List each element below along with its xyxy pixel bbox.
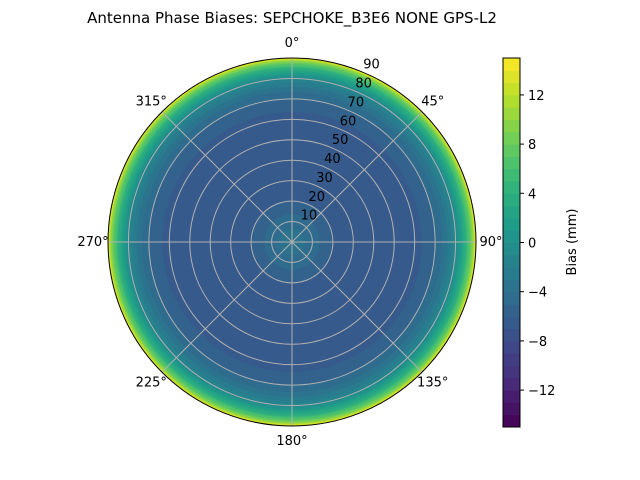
- radial-tick-label: 90: [363, 58, 380, 73]
- colorbar-level: [503, 267, 520, 280]
- radial-tick-label: 40: [324, 152, 341, 167]
- colorbar-level: [503, 94, 520, 108]
- colorbar-level: [503, 156, 520, 170]
- theta-tick-label: 135°: [417, 376, 448, 391]
- colorbar-level: [503, 181, 520, 194]
- colorbar-level: [503, 291, 520, 305]
- chart-title: Antenna Phase Biases: SEPCHOKE_B3E6 NONE…: [87, 9, 497, 28]
- polar-grid: [107, 57, 477, 427]
- colorbar-level: [503, 365, 520, 379]
- colorbar-tick-label: −4: [528, 286, 547, 301]
- theta-tick-label: 90°: [479, 235, 502, 250]
- colorbar-level: [503, 58, 520, 71]
- colorbar-tick-label: 12: [528, 89, 545, 104]
- colorbar-tick-label: −12: [528, 384, 555, 399]
- colorbar-level: [503, 328, 520, 342]
- colorbar-level: [503, 168, 520, 182]
- theta-tick-label: 45°: [421, 94, 444, 109]
- colorbar-tick-label: 4: [528, 187, 536, 202]
- radial-tick-label: 70: [348, 95, 365, 110]
- colorbar-level: [503, 217, 520, 231]
- colorbar-level: [503, 144, 520, 157]
- theta-tick-label: 225°: [136, 376, 167, 391]
- colorbar-level: [503, 230, 520, 243]
- theta-gridline: [291, 241, 423, 373]
- colorbar-label: Bias (mm): [565, 209, 580, 276]
- colorbar-level: [503, 193, 520, 207]
- radial-tick-label: 20: [308, 190, 325, 205]
- theta-tick-label: 180°: [276, 434, 307, 449]
- colorbar: −12 −8 −4 0 4 8 12: [502, 57, 555, 428]
- radial-tick-label: 30: [316, 171, 333, 186]
- colorbar-level: [503, 205, 520, 219]
- theta-gridline: [161, 111, 293, 243]
- colorbar-level: [503, 340, 520, 354]
- colorbar-level: [503, 279, 520, 293]
- colorbar-level: [503, 254, 520, 268]
- colorbar-level: [503, 131, 520, 145]
- colorbar-tick-label: 0: [528, 237, 536, 252]
- colorbar-level: [503, 390, 520, 403]
- colorbar-level: [503, 414, 520, 428]
- radial-tick-label: 50: [332, 133, 349, 148]
- radial-tick-labels: 10 20 30 40 50 60 70 80 90: [301, 58, 380, 224]
- colorbar-tick-label: −8: [528, 335, 547, 350]
- radial-tick-label: 10: [301, 209, 318, 224]
- theta-gridline: [161, 241, 293, 373]
- colorbar-level: [503, 402, 520, 416]
- colorbar-level: [503, 82, 520, 96]
- colorbar-level: [503, 353, 520, 366]
- colorbar-level: [503, 304, 520, 317]
- colorbar-tick-label: 8: [528, 138, 536, 153]
- colorbar-level: [503, 70, 520, 84]
- theta-tick-label: 270°: [77, 235, 108, 250]
- radial-tick-label: 60: [340, 114, 357, 129]
- colorbar-level: [503, 316, 520, 330]
- colorbar-level: [503, 119, 520, 133]
- theta-gridline: [291, 111, 423, 243]
- radial-tick-label: 80: [355, 77, 372, 92]
- theta-tick-labels: 0° 45° 90° 135° 180° 225° 270° 315°: [77, 36, 502, 449]
- colorbar-level: [503, 242, 520, 256]
- theta-tick-label: 0°: [285, 36, 300, 51]
- polar-frame: [107, 57, 477, 427]
- colorbar-level: [503, 377, 520, 391]
- colorbar-level: [503, 107, 520, 120]
- theta-tick-label: 315°: [136, 94, 167, 109]
